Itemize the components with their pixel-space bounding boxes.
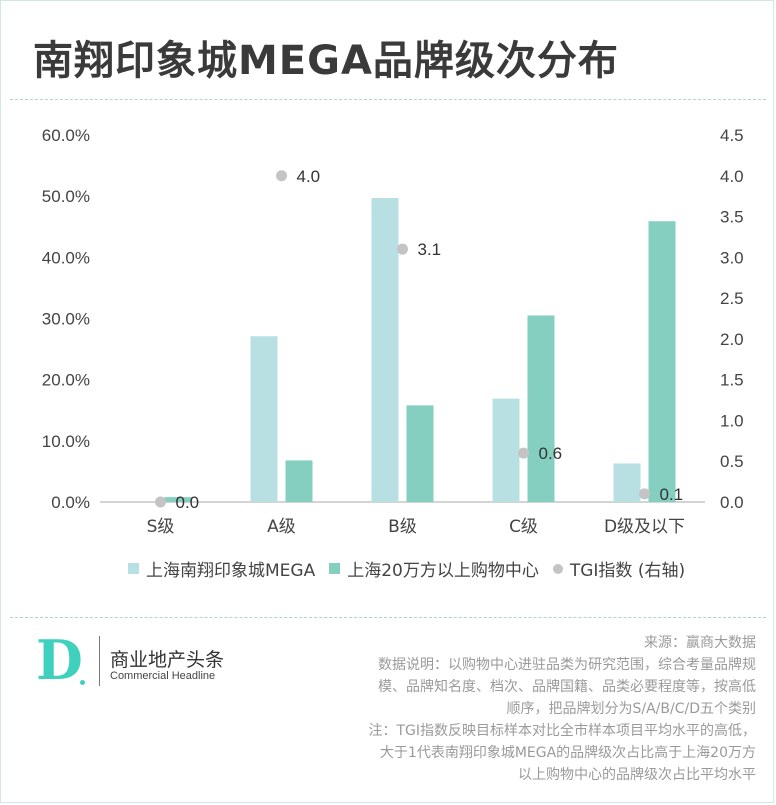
x-tick-label: C级: [509, 517, 538, 537]
legend-item-s1: 上海南翔印象城MEGA: [128, 556, 315, 581]
y-right-tick-label: 0.0: [720, 493, 744, 512]
legend-item-s3: TGI指数 (右轴): [552, 556, 686, 581]
legend-label-s2: 上海20万方以上购物中心: [347, 561, 539, 581]
y-right-tick-label: 3.5: [720, 208, 744, 227]
brand-logo: D: [36, 628, 83, 692]
bar-series2: [164, 497, 192, 502]
x-tick-label: B级: [388, 517, 417, 537]
y-right-tick-label: 2.5: [720, 289, 744, 308]
y-left-tick-label: 10.0%: [42, 432, 90, 451]
brand-name-en: Commercial Headline: [110, 670, 216, 682]
x-tick-label: D级及以下: [604, 517, 685, 537]
chart-area: 0.0% 10.0% 20.0% 30.0% 40.0% 50.0% 60.0% 0.0 0.5…: [42, 126, 744, 537]
footnotes: 来源：赢商大数据 数据说明：以购物中心进驻品类为研究范围，综合考量品牌规 模、品…: [306, 632, 756, 786]
tgi-point: [276, 170, 287, 182]
note-line: 顺序，把品牌划分为S/A/B/C/D五个类别: [506, 701, 757, 717]
tgi-data-label: 0.0: [176, 493, 200, 512]
y-right-tick-label: 4.5: [720, 126, 744, 145]
y-right-tick-label: 2.0: [720, 330, 744, 349]
brand-logo-dot: [80, 680, 85, 685]
y-left-tick-label: 50.0%: [42, 187, 90, 206]
tgi-data-label: 0.6: [539, 444, 563, 463]
bar-series2: [527, 315, 555, 502]
note-line: 大于1代表南翔印象城MEGA的品牌级次占比高于上海20万方: [379, 745, 756, 761]
y-right-tick-label: 4.0: [720, 167, 744, 186]
y-right-tick-label: 0.5: [720, 452, 744, 471]
y-right-tick-label: 3.0: [720, 248, 744, 267]
bar-series1: [492, 398, 520, 502]
legend-swatch-s1: [128, 563, 139, 574]
y-left-tick-label: 60.0%: [42, 126, 90, 145]
tgi-point: [155, 496, 166, 508]
tgi-point: [518, 447, 529, 459]
chart-title: 南翔印象城MEGA品牌级次分布: [33, 38, 619, 84]
note-line: 以上购物中心的品牌级次占比平均水平: [518, 767, 756, 783]
title-divider: [10, 99, 766, 100]
bar-series1: [371, 198, 399, 503]
bar-series2: [648, 221, 676, 502]
footer-divider: [10, 617, 766, 618]
tgi-point: [397, 243, 408, 255]
x-tick-label: S级: [147, 517, 175, 537]
bar-series1: [250, 336, 278, 502]
legend-swatch-s2: [329, 563, 341, 574]
legend-item-s2: 上海20万方以上购物中心: [329, 556, 539, 581]
brand-name-cn: 商业地产头条: [110, 649, 225, 671]
legend-label-s3: TGI指数 (右轴): [569, 561, 686, 581]
y-left-tick-label: 30.0%: [42, 310, 90, 329]
tgi-data-label: 3.1: [418, 240, 442, 259]
bar-series1: [613, 463, 641, 502]
legend-label-s1: 上海南翔印象城MEGA: [146, 561, 316, 581]
y-left-tick-label: 0.0%: [51, 493, 90, 512]
legend-swatch-tgi: [552, 563, 563, 574]
y-left-tick-label: 20.0%: [42, 371, 90, 390]
note-line: 模、品牌知名度、档次、品牌国籍、品类必要程度等，按高低: [378, 679, 756, 695]
note-line: 注：TGI指数反映目标样本对比全市样本项目平均水平的高低，: [368, 723, 756, 739]
tgi-point: [639, 488, 650, 500]
y-right-tick-label: 1.0: [720, 411, 744, 430]
chart-legend: 上海南翔印象城MEGA 上海20万方以上购物中心 TGI指数 (右轴): [128, 556, 685, 581]
source-note: 来源：赢商大数据: [644, 635, 756, 651]
y-right-tick-label: 1.5: [720, 371, 744, 390]
bar-series2: [406, 405, 434, 502]
y-left-tick-label: 40.0%: [42, 248, 90, 267]
bar-series2: [285, 460, 313, 502]
brand-separator: [99, 636, 100, 686]
note-line: 数据说明：以购物中心进驻品类为研究范围，综合考量品牌规: [378, 657, 756, 673]
x-tick-label: A级: [267, 517, 296, 537]
tgi-data-label: 4.0: [297, 167, 321, 186]
tgi-data-label: 0.1: [660, 485, 684, 504]
